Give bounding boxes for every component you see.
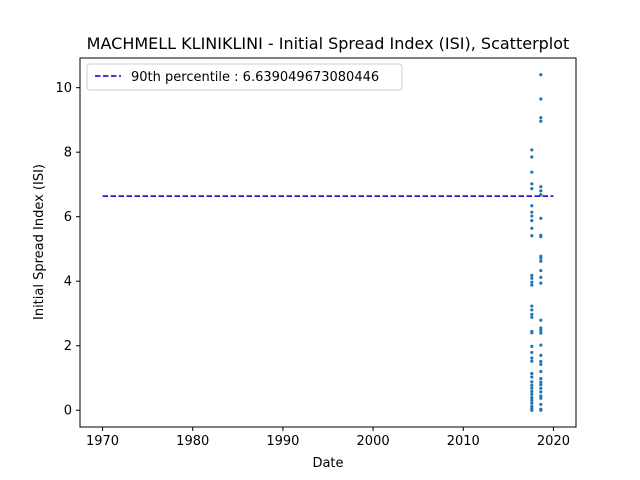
data-point	[539, 380, 543, 384]
data-points-layer	[530, 73, 543, 412]
data-point	[539, 189, 543, 193]
data-point	[530, 204, 534, 208]
data-point	[530, 304, 534, 308]
data-point	[530, 283, 534, 287]
data-point	[539, 394, 543, 398]
data-point	[530, 312, 534, 317]
data-point	[530, 386, 534, 390]
x-tick-label: 1970	[86, 434, 119, 449]
data-point	[530, 210, 534, 214]
data-point	[539, 353, 543, 357]
data-point	[530, 389, 534, 394]
y-tick-label: 6	[64, 210, 72, 225]
data-point	[530, 350, 534, 355]
data-point	[530, 356, 534, 360]
data-point	[539, 116, 543, 120]
data-point	[530, 315, 534, 319]
data-point	[539, 268, 543, 273]
data-point	[530, 155, 534, 159]
plot-area	[80, 58, 576, 427]
data-point	[530, 276, 534, 280]
data-point	[530, 401, 534, 405]
x-tick-label: 1980	[176, 434, 209, 449]
data-point	[539, 396, 543, 400]
legend-box	[86, 63, 403, 91]
data-point	[539, 343, 543, 347]
data-point	[530, 170, 534, 174]
x-tick-label: 2020	[537, 434, 570, 449]
data-point	[539, 97, 543, 101]
data-point	[530, 280, 534, 284]
data-point	[539, 408, 543, 412]
data-point	[539, 281, 543, 285]
data-point	[539, 216, 543, 220]
y-axis-ticks: 0 2 4 6 8 10	[55, 81, 80, 419]
x-tick-label: 2010	[447, 434, 480, 449]
data-point	[530, 344, 534, 348]
data-point	[539, 402, 543, 407]
data-point	[530, 404, 534, 408]
data-point	[530, 383, 534, 387]
plot-background	[80, 58, 576, 427]
y-tick-label: 4	[64, 275, 72, 290]
data-point	[530, 380, 534, 384]
data-point	[530, 214, 534, 218]
plot-frame	[79, 57, 577, 428]
x-axis-ticks: 1970 1980 1990 2000 2010 2020	[86, 427, 570, 449]
y-tick-label: 2	[64, 339, 72, 354]
data-point	[539, 328, 543, 333]
data-point	[539, 383, 543, 387]
data-point	[530, 182, 534, 186]
legend-label: 90th percentile : 6.639049673080446	[131, 70, 379, 85]
data-point	[530, 148, 534, 152]
data-point	[530, 396, 534, 400]
data-point	[539, 362, 543, 367]
data-point	[539, 259, 543, 263]
data-point	[539, 235, 543, 239]
data-point	[539, 275, 543, 279]
data-point	[530, 408, 534, 412]
y-tick-label: 8	[64, 146, 72, 161]
data-point	[530, 187, 534, 191]
data-point	[539, 359, 543, 364]
y-tick-label: 10	[55, 81, 72, 96]
data-point	[530, 398, 534, 402]
data-point	[530, 331, 534, 335]
data-point	[530, 218, 534, 223]
data-point	[530, 371, 534, 376]
legend: 90th percentile : 6.639049673080446	[86, 63, 403, 91]
data-point	[530, 273, 534, 278]
y-tick-label: 0	[64, 404, 72, 419]
data-point	[530, 392, 534, 397]
data-point	[539, 386, 543, 390]
data-point	[539, 318, 543, 322]
data-point	[530, 234, 534, 238]
data-point	[539, 369, 543, 374]
data-point	[539, 377, 543, 381]
data-point	[539, 185, 543, 189]
y-axis-title: Initial Spread Index (ISI)	[32, 164, 47, 320]
data-point	[539, 390, 543, 394]
data-point	[539, 119, 543, 123]
data-point	[539, 73, 543, 77]
data-point	[530, 375, 534, 379]
data-point	[539, 331, 543, 335]
data-point	[539, 256, 543, 260]
chart-title: MACHMELL KLINIKLINI - Initial Spread Ind…	[87, 34, 570, 53]
data-point	[530, 226, 534, 230]
data-point	[530, 308, 534, 312]
x-tick-label: 1990	[266, 434, 299, 449]
data-point	[539, 326, 543, 330]
data-point	[530, 359, 534, 363]
x-tick-label: 2000	[357, 434, 390, 449]
x-axis-title: Date	[312, 456, 343, 471]
